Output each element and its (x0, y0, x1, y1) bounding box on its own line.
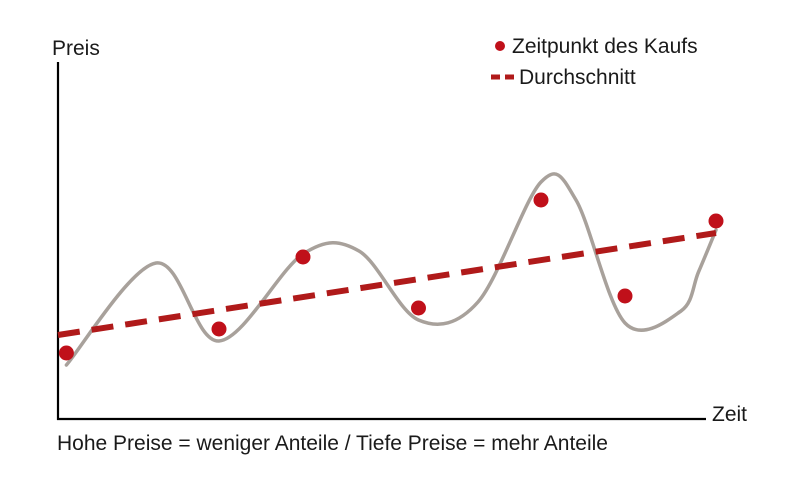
average-line (57, 230, 717, 338)
purchase-point (533, 192, 549, 208)
chart-caption: Hohe Preise = weniger Anteile / Tiefe Pr… (57, 432, 608, 455)
purchase-point (617, 288, 633, 304)
y-axis-label: Preis (52, 37, 100, 60)
purchase-point (708, 213, 724, 229)
purchase-point (211, 321, 227, 337)
legend: Zeitpunkt des Kaufs Durchschnitt (491, 35, 698, 89)
x-axis-label: Zeit (712, 403, 747, 426)
legend-marker-purchase (495, 41, 505, 51)
purchase-point (295, 249, 311, 265)
purchase-point (58, 345, 74, 361)
purchase-points (58, 192, 724, 361)
legend-label-purchase: Zeitpunkt des Kaufs (512, 35, 698, 58)
legend-label-average: Durchschnitt (519, 66, 636, 89)
price-curve (64, 172, 718, 367)
purchase-point (411, 300, 426, 316)
